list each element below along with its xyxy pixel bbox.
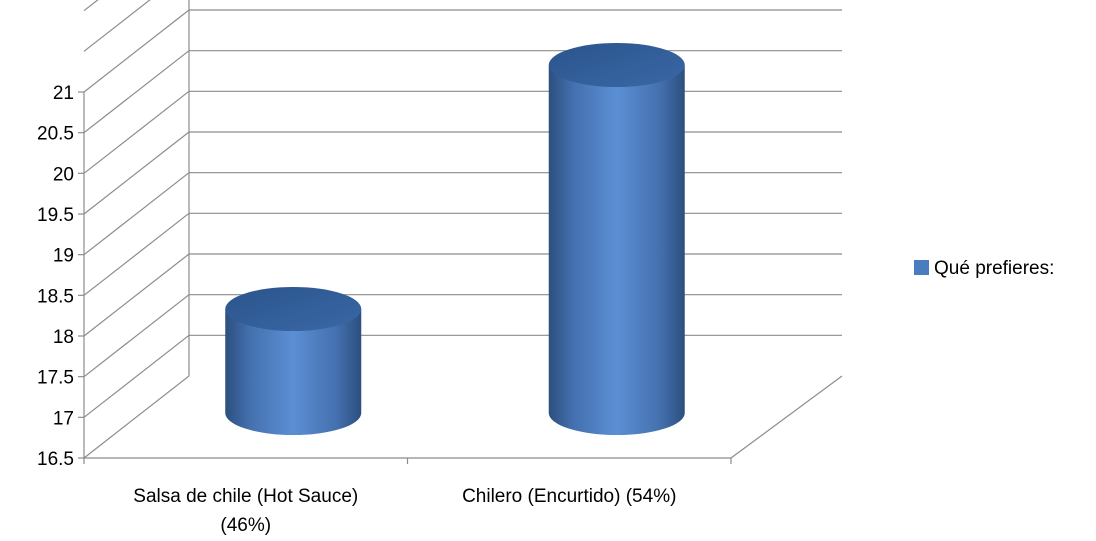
side-wall-line	[83, 50, 190, 134]
category-label: (46%)	[220, 515, 271, 536]
side-wall-line	[83, 90, 190, 174]
category-label: Chilero (Encurtido) (54%)	[462, 486, 676, 507]
side-wall-line	[83, 131, 190, 215]
legend: Qué prefieres:	[914, 258, 1054, 279]
legend-swatch	[914, 260, 929, 275]
bar-top	[225, 287, 362, 331]
side-wall-line	[83, 334, 190, 418]
y-tick-label: 20.5	[37, 124, 74, 145]
y-axis-labels: 16.5 17 17.5 18 18.5 19 19.5 20 20.5 21	[37, 83, 74, 470]
side-wall-line	[83, 212, 190, 296]
category-label: Salsa de chile (Hot Sauce)	[133, 486, 358, 507]
side-wall-line	[83, 9, 190, 93]
y-tick-label: 19	[53, 246, 74, 267]
y-tick-label: 17.5	[37, 368, 74, 389]
bar	[225, 287, 362, 435]
y-tick-label: 20	[53, 164, 74, 185]
y-tick-label: 17	[53, 408, 74, 429]
side-wall-line	[83, 0, 99, 12]
y-tick-label: 19.5	[37, 205, 74, 226]
bar-top	[548, 43, 685, 87]
grid-layer	[78, 0, 843, 464]
legend-label: Qué prefieres:	[934, 258, 1054, 279]
x-axis-labels: Salsa de chile (Hot Sauce) (46%) Chilero (…	[133, 486, 676, 536]
y-tick-label: 18.5	[37, 286, 74, 307]
y-tick-label: 21	[53, 83, 74, 104]
bar-body	[225, 309, 362, 435]
y-tick-label: 18	[53, 327, 74, 348]
y-tick-label: 16.5	[37, 449, 74, 470]
bar	[548, 43, 685, 435]
side-wall-line	[83, 375, 190, 459]
bar-body	[548, 65, 685, 435]
bars-layer	[225, 43, 685, 435]
floor-edge	[730, 375, 843, 459]
side-wall-line	[83, 0, 151, 52]
side-wall-line	[83, 172, 190, 256]
side-wall-line	[83, 253, 190, 337]
side-wall-line	[83, 294, 190, 378]
